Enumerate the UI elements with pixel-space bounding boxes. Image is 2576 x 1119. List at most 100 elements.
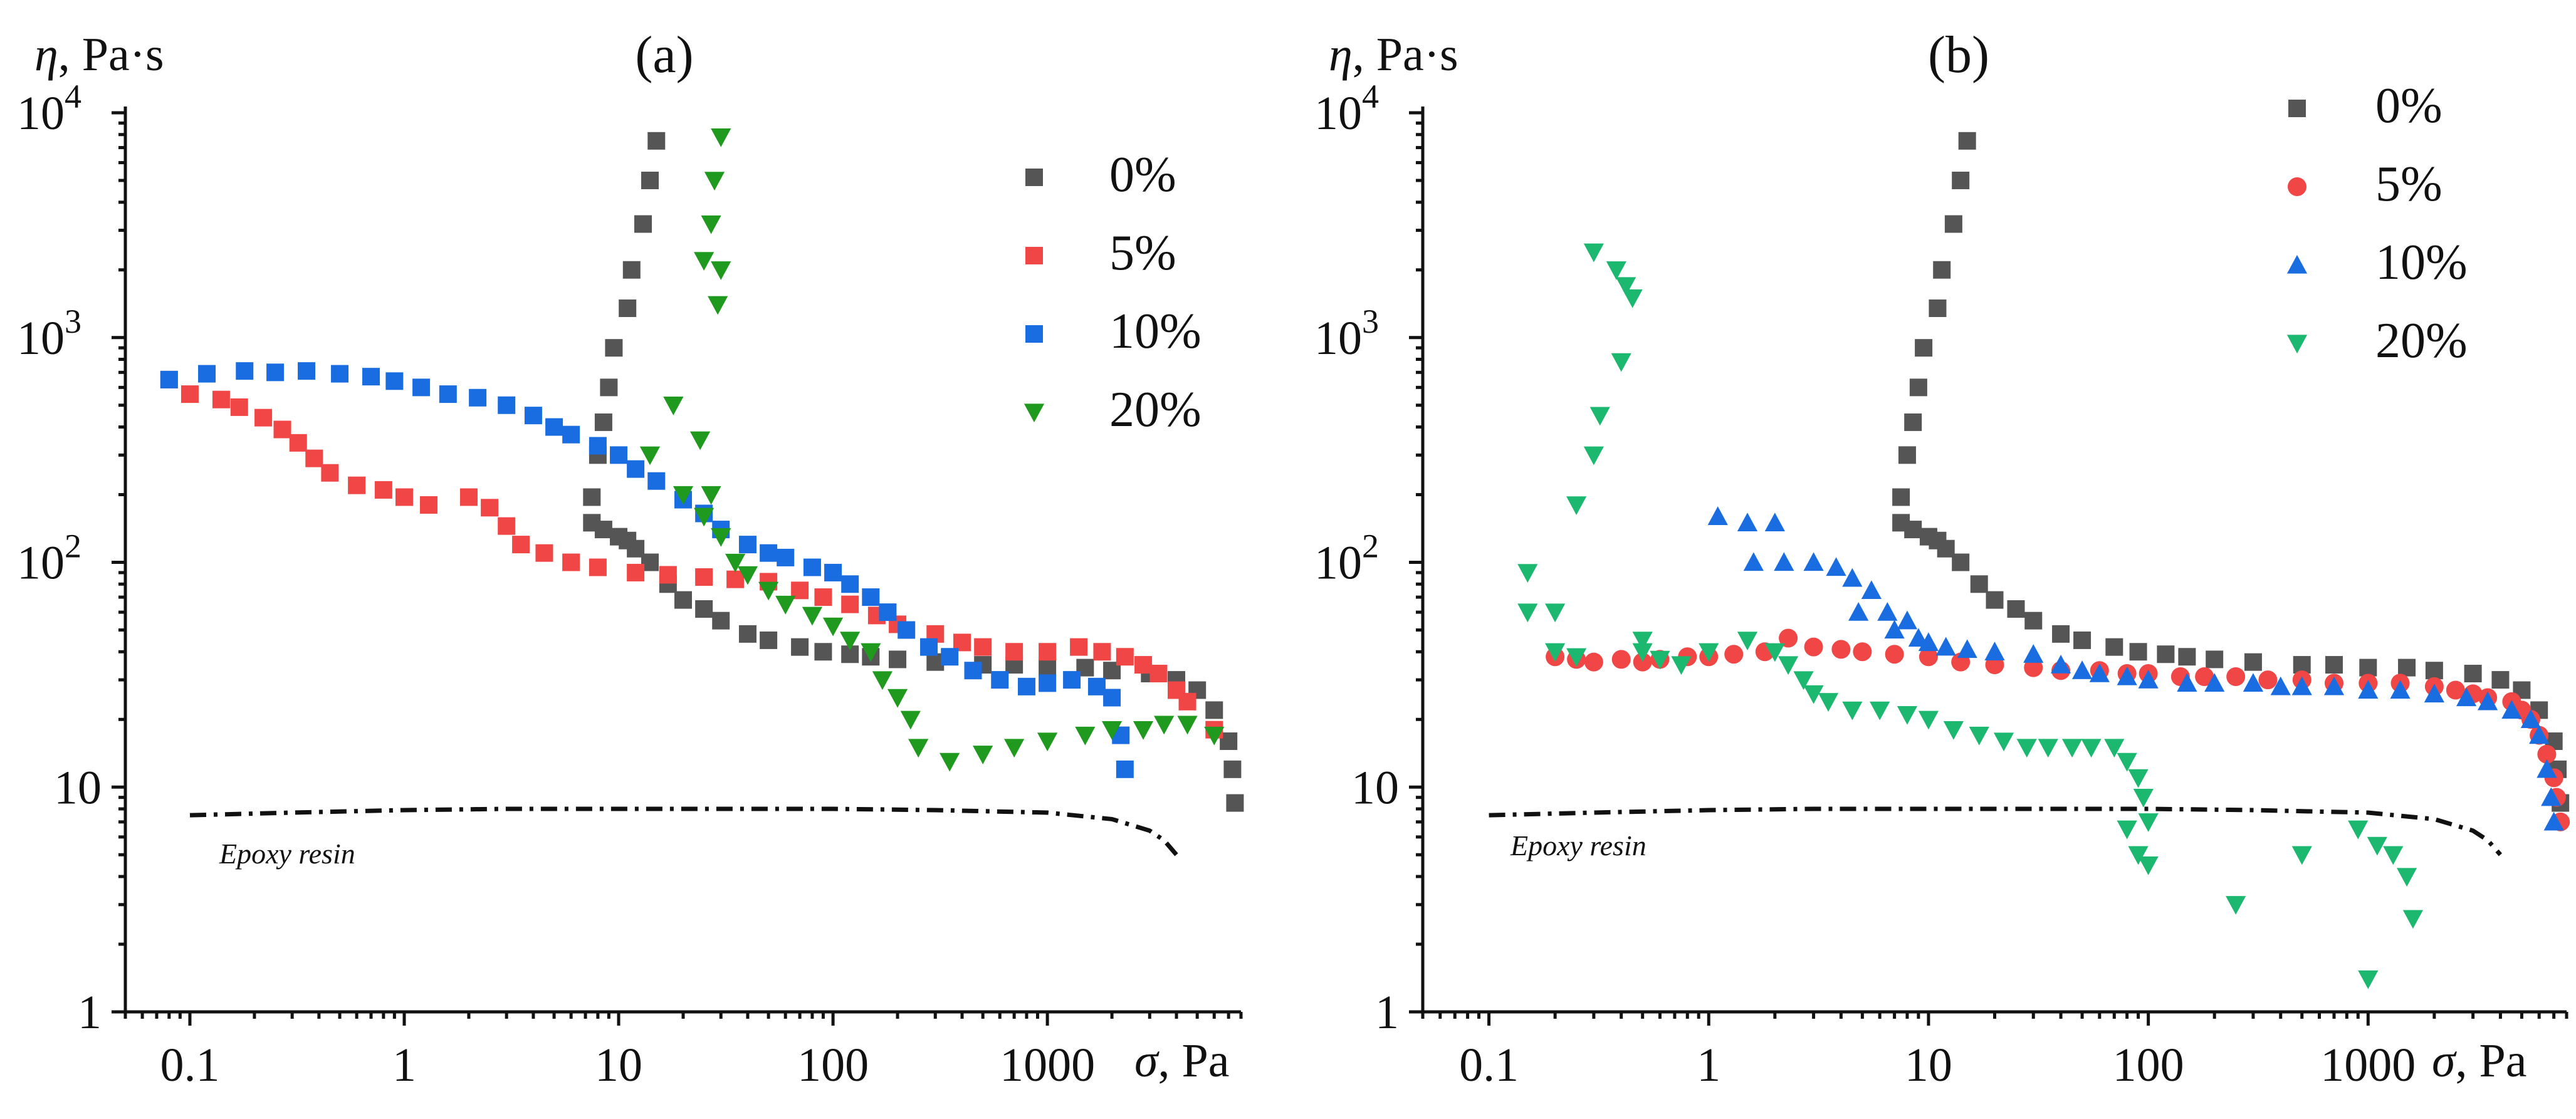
data-point bbox=[298, 362, 316, 380]
data-point bbox=[1616, 277, 1636, 296]
data-point bbox=[2446, 680, 2465, 700]
legend-entry-5: 5% bbox=[2288, 157, 2442, 212]
data-point bbox=[1969, 726, 1989, 746]
data-point bbox=[2024, 612, 2043, 630]
data-point bbox=[1803, 685, 1824, 704]
data-point bbox=[791, 638, 809, 656]
data-point bbox=[2491, 671, 2510, 689]
y-tick-label: 103 bbox=[17, 303, 81, 365]
data-point bbox=[695, 600, 713, 618]
data-point bbox=[991, 671, 1009, 689]
data-point bbox=[2258, 670, 2278, 690]
data-point bbox=[887, 689, 908, 708]
data-point bbox=[498, 517, 516, 535]
data-point bbox=[2270, 676, 2291, 695]
data-point bbox=[2052, 625, 2070, 643]
data-point bbox=[758, 581, 779, 601]
y-tick-label: 104 bbox=[1314, 78, 1379, 140]
data-point bbox=[1611, 353, 1631, 372]
data-point bbox=[524, 407, 542, 425]
data-point bbox=[2325, 656, 2343, 674]
y-tick-label: 10 bbox=[54, 761, 102, 814]
legend-marker bbox=[2286, 254, 2308, 274]
data-point bbox=[1892, 488, 1910, 506]
data-point bbox=[273, 420, 291, 439]
data-point bbox=[2117, 820, 2137, 840]
data-point bbox=[459, 488, 478, 506]
data-point bbox=[2007, 600, 2025, 618]
y-axis-symbol: η bbox=[1329, 28, 1353, 81]
data-point bbox=[512, 536, 530, 554]
data-point bbox=[1831, 640, 1851, 659]
data-point bbox=[1101, 721, 1123, 740]
axes: 0.1 1 10 100 1000 1 10 102 103 104 bbox=[17, 78, 1243, 1091]
data-point bbox=[1885, 645, 1904, 664]
series-10 bbox=[1707, 506, 2564, 831]
data-point bbox=[1764, 513, 1785, 532]
data-point bbox=[659, 566, 677, 584]
data-point bbox=[2050, 654, 2071, 674]
data-point bbox=[198, 365, 216, 383]
data-point bbox=[1545, 643, 1566, 662]
data-point bbox=[1017, 677, 1035, 695]
data-point bbox=[362, 368, 380, 386]
legend-entry-0: 0% bbox=[2288, 78, 2442, 133]
legend: 0% 5% 10% 20% bbox=[2286, 78, 2468, 368]
legend-label: 0% bbox=[2375, 78, 2442, 133]
data-point bbox=[2117, 752, 2137, 772]
x-tick-label: 100 bbox=[2113, 1039, 2184, 1091]
data-point bbox=[1584, 652, 1603, 672]
data-point bbox=[2138, 813, 2159, 832]
data-point bbox=[2226, 896, 2246, 915]
panel-b: η, Pa·s (b) σ, Pa Epoxy resin 0.1 1 10 100 1… bbox=[1314, 26, 2570, 1091]
panel-label: (a) bbox=[635, 26, 693, 84]
data-point bbox=[974, 638, 992, 656]
data-marks bbox=[160, 128, 1244, 856]
data-point bbox=[1933, 261, 1951, 279]
data-point bbox=[738, 625, 757, 643]
data-point bbox=[1606, 261, 1626, 280]
series-20 bbox=[1517, 243, 2423, 989]
data-point bbox=[973, 746, 993, 764]
data-point bbox=[1919, 647, 1938, 667]
legend-label: 20% bbox=[1109, 382, 1202, 437]
data-point bbox=[1803, 552, 1824, 571]
data-point bbox=[562, 553, 580, 571]
data-point bbox=[711, 528, 731, 547]
data-point bbox=[605, 339, 623, 357]
data-point bbox=[1826, 557, 1846, 576]
x-tick-label: 0.1 bbox=[160, 1039, 219, 1091]
data-point bbox=[712, 612, 730, 630]
data-point bbox=[2206, 650, 2224, 669]
data-point bbox=[600, 378, 618, 397]
epoxy-resin-line bbox=[1489, 806, 2503, 856]
data-point bbox=[940, 752, 960, 772]
data-point bbox=[803, 558, 821, 576]
data-point bbox=[1039, 658, 1057, 677]
data-point bbox=[1566, 648, 1587, 667]
legend-entry-10: 10% bbox=[2286, 235, 2468, 290]
data-point bbox=[1133, 721, 1154, 740]
data-point bbox=[2383, 846, 2404, 865]
data-point bbox=[1177, 716, 1198, 735]
data-point bbox=[634, 215, 652, 233]
legend-entry-0: 0% bbox=[1025, 147, 1176, 202]
legend-marker bbox=[1025, 325, 1043, 343]
data-point bbox=[469, 388, 487, 407]
data-point bbox=[824, 563, 842, 581]
data-point bbox=[1103, 689, 1121, 707]
data-point bbox=[2520, 709, 2542, 728]
data-point bbox=[1724, 645, 1744, 664]
data-point bbox=[1898, 446, 1916, 464]
data-point bbox=[212, 390, 230, 409]
y-tick-label: 1 bbox=[1375, 986, 1399, 1039]
legend-label: 5% bbox=[1109, 226, 1176, 281]
data-point bbox=[802, 606, 823, 626]
legend-label: 10% bbox=[2375, 235, 2468, 290]
data-point bbox=[230, 398, 248, 416]
data-point bbox=[1793, 671, 1814, 690]
data-point bbox=[2543, 811, 2564, 831]
data-point bbox=[1517, 603, 1538, 623]
data-point bbox=[1743, 552, 1764, 571]
